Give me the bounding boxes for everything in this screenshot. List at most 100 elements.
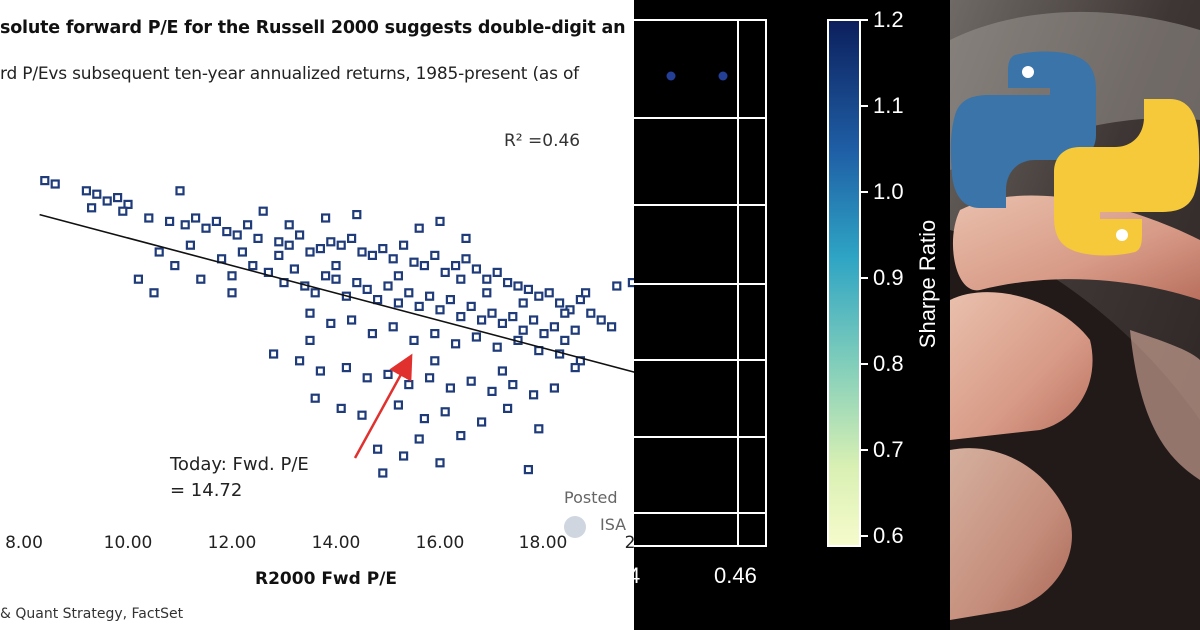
scatter-point <box>180 220 190 230</box>
scatter-point <box>461 233 471 243</box>
x-tick-label: 10.00 <box>103 533 153 553</box>
scatter-point <box>570 325 580 335</box>
pe-scatter-panel: solute forward P/E for the Russell 2000 … <box>0 0 634 630</box>
scatter-point <box>482 274 492 284</box>
scatter-point <box>284 220 294 230</box>
trend-line <box>39 213 634 373</box>
scatter-point <box>471 332 481 342</box>
x-axis-label: R2000 Fwd P/E <box>255 569 398 589</box>
scatter-point <box>497 366 507 376</box>
scatter-point <box>347 315 357 325</box>
scatter-point <box>612 281 622 291</box>
chart-title: solute forward P/E for the Russell 2000 … <box>0 18 626 38</box>
scatter-point <box>528 315 539 325</box>
scatter-point <box>393 298 403 308</box>
scatter-point <box>321 271 331 281</box>
scatter-point <box>419 261 429 271</box>
scatter-point <box>347 233 357 243</box>
scatter-point <box>310 393 320 403</box>
scatter-point <box>580 288 591 298</box>
scatter-point <box>554 298 565 308</box>
scatter-point <box>362 284 372 294</box>
scatter-point <box>248 261 258 271</box>
scatter-point <box>154 247 164 257</box>
scatter-point <box>503 278 513 288</box>
x-tick-label: 8.00 <box>5 533 43 553</box>
scatter-point <box>425 291 435 301</box>
scatter-point <box>102 196 112 206</box>
colorbar-tick-label: 0.7 <box>873 437 904 462</box>
scatter-point <box>373 295 383 305</box>
today-arrow <box>353 353 413 459</box>
colorbar-tick-label: 1.1 <box>873 93 904 118</box>
scatter-point <box>435 216 445 226</box>
colorbar-tick-label: 0.9 <box>873 265 904 290</box>
scatter-point <box>315 366 325 376</box>
scatter-point <box>222 227 232 237</box>
scatter-point <box>258 206 268 216</box>
plot-grid <box>634 19 767 547</box>
today-annotation-line2: = 14.72 <box>170 480 243 501</box>
scatter-point <box>50 179 60 189</box>
chart-subtitle: rd P/Evs subsequent ten-year annualized … <box>0 64 579 84</box>
scatter-point <box>518 325 528 335</box>
scatter-point <box>310 288 320 298</box>
scatter-point <box>492 342 502 352</box>
scatter-point <box>227 271 237 281</box>
scatter-point <box>367 250 377 260</box>
scatter-point <box>373 444 383 454</box>
x-tick-label: 14.00 <box>311 533 361 553</box>
scatter-point <box>399 451 409 461</box>
scatter-point <box>430 329 440 339</box>
scatter-point <box>560 335 570 345</box>
scatter-point <box>170 261 180 271</box>
scatter-point <box>196 274 206 284</box>
scatter-point <box>492 267 502 277</box>
scatter-point <box>487 386 497 396</box>
colorbar-tick-label: 0.8 <box>873 351 904 376</box>
scatter-point <box>326 318 336 328</box>
sharpe-chart-panel <box>634 0 950 630</box>
scatter-point <box>336 403 346 413</box>
scatter-point <box>295 356 305 366</box>
scatter-point <box>477 315 487 325</box>
scatter-point <box>149 288 159 298</box>
scatter-point <box>393 271 403 281</box>
x-tick-label: 12.00 <box>207 533 257 553</box>
scatter-point <box>232 230 242 240</box>
scatter-point <box>456 431 466 441</box>
scatter-point <box>237 247 247 257</box>
python-photo-panel <box>950 0 1200 630</box>
scatter-point <box>549 322 560 332</box>
scatter-point <box>81 186 92 196</box>
colorbar-ticks <box>860 19 868 537</box>
scatter-point <box>144 213 154 223</box>
scatter-point <box>40 176 50 186</box>
colorbar-tick-label: 1.2 <box>873 7 904 32</box>
scatter-point <box>586 308 596 318</box>
sharpe-point <box>718 71 728 81</box>
scatter-point <box>477 417 487 427</box>
scatter-point <box>305 335 315 345</box>
scatter-point <box>430 250 440 260</box>
scatter-point <box>503 403 513 413</box>
r-squared-label: R² =0.46 <box>504 131 581 151</box>
scatter-point <box>409 257 419 267</box>
scatter-point <box>482 288 492 298</box>
scatter-point <box>341 363 351 373</box>
scatter-point <box>430 356 440 366</box>
scatter-point <box>451 339 461 349</box>
today-annotation: Today: Fwd. P/E = 14.72 <box>170 452 309 504</box>
scatter-point <box>133 274 143 284</box>
scatter-point <box>518 298 528 308</box>
colorbar <box>827 19 861 547</box>
scatter-point <box>383 281 393 291</box>
scatter-point <box>289 264 299 274</box>
scatter-point <box>549 383 560 393</box>
scatter-point <box>331 274 341 284</box>
scatter-point <box>352 210 362 220</box>
scatter-point <box>383 369 393 379</box>
scatter-point <box>243 220 253 230</box>
scatter-point <box>419 414 429 424</box>
scatter-point <box>570 363 580 373</box>
